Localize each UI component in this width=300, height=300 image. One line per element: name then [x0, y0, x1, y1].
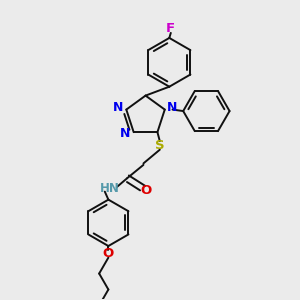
Text: S: S [155, 139, 165, 152]
Text: N: N [113, 101, 123, 114]
Text: N: N [167, 101, 178, 114]
Text: O: O [140, 184, 152, 196]
Text: N: N [120, 127, 130, 140]
Text: O: O [103, 247, 114, 260]
Text: HN: HN [100, 182, 120, 195]
Text: F: F [166, 22, 176, 35]
